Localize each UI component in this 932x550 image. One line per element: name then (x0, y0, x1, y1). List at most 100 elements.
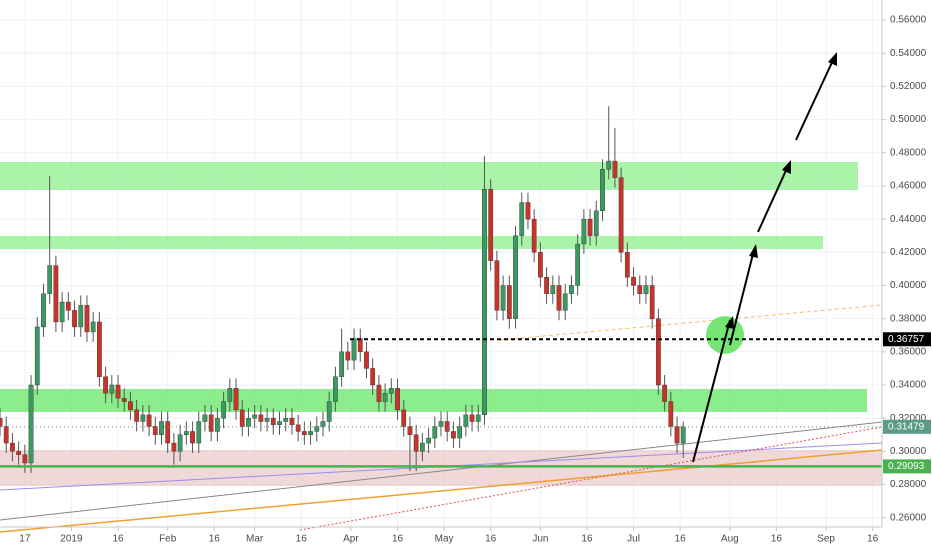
candle-body (258, 414, 264, 422)
candle-body (227, 388, 233, 402)
x-tick-label: 16 (771, 534, 783, 545)
candle-body (128, 401, 133, 411)
price-label-box (883, 459, 931, 474)
trend-line (0, 421, 883, 521)
candle-body (270, 417, 276, 426)
x-tick-label: 16 (867, 534, 879, 545)
candle-body (97, 321, 102, 377)
drawings (0, 52, 883, 533)
x-tick-label: 16 (209, 534, 221, 545)
x-tick-label: 16 (112, 534, 124, 545)
x-tick-label: 2019 (60, 534, 83, 545)
candle-body (482, 189, 487, 416)
price-label: 0.36757 (888, 334, 925, 345)
resistance-zone (0, 162, 858, 190)
candle-body (581, 218, 587, 245)
candle-body (41, 293, 46, 328)
candle-body (10, 442, 15, 452)
candle-body (569, 285, 574, 294)
trend-line (499, 304, 883, 341)
x-tick-label: 16 (485, 534, 497, 545)
candle-body (451, 431, 456, 439)
candle-body (277, 421, 282, 426)
candle-body (134, 409, 140, 422)
y-tick-label: 0.38000 (890, 313, 927, 324)
x-tick-label: 16 (296, 534, 308, 545)
price-label-box (883, 332, 931, 347)
candle-body (643, 285, 649, 294)
candle-body (513, 235, 518, 319)
candle-body (668, 401, 674, 427)
candle-body (215, 417, 220, 432)
candle-body (438, 421, 444, 427)
candle-body (121, 398, 127, 402)
price-label: 0.29093 (888, 461, 925, 472)
candle-body (680, 426, 686, 444)
candle-body (65, 301, 71, 311)
candle-body (419, 442, 425, 452)
axes: 0.26000 0.28000 0.30000 0.32000 0.34000 0.360… (19, 15, 931, 545)
y-tick-label: 0.50000 (890, 114, 927, 125)
candle-body (190, 431, 195, 444)
candle-body (649, 285, 655, 319)
candle-body (500, 285, 506, 311)
candle-body (333, 376, 338, 402)
highlight-circle (706, 316, 744, 354)
candle-body (463, 414, 469, 427)
candle-body (283, 417, 289, 422)
candle-body (103, 376, 108, 394)
candle-body (469, 414, 475, 422)
candle-body (208, 414, 214, 432)
candle-body (382, 393, 388, 402)
candle-body (357, 338, 363, 353)
x-tick-label: Jul (627, 534, 640, 545)
candle-body (351, 338, 357, 361)
candle-body (426, 437, 431, 444)
x-tick-label: Aug (721, 534, 739, 545)
x-tick-label: May (435, 534, 454, 545)
x-tick-label: Jun (532, 534, 548, 545)
candle-body (159, 421, 164, 435)
candle-body (519, 202, 525, 236)
candle-body (407, 426, 413, 435)
candle-body (457, 426, 463, 439)
candle-body (475, 414, 481, 422)
candle-body (221, 401, 226, 419)
y-tick-label: 0.32000 (890, 413, 927, 424)
candle-body (413, 434, 419, 452)
candle-body (494, 260, 500, 311)
y-tick-label: 0.52000 (890, 81, 927, 92)
candle-body (165, 421, 171, 444)
candle-body (47, 265, 53, 294)
candle-body (3, 426, 9, 444)
candle-body (320, 421, 326, 427)
y-tick-label: 0.36000 (890, 346, 927, 357)
candle-body (183, 431, 189, 435)
y-tick-label: 0.54000 (890, 48, 927, 59)
y-tick-label: 0.26000 (890, 512, 927, 523)
candle-body (550, 285, 556, 294)
candle-body (264, 417, 270, 422)
candle-body (295, 424, 301, 432)
candle-body (538, 252, 543, 278)
candle-body (202, 414, 208, 422)
candle-body (246, 417, 251, 427)
candle-body (506, 285, 512, 319)
candle-body (593, 210, 599, 236)
candle-body (326, 401, 332, 422)
candle-body (525, 202, 531, 220)
demand-zone (0, 450, 882, 486)
price-label: 0.31479 (888, 421, 925, 432)
candle-body (301, 431, 307, 435)
candle-body (544, 276, 549, 294)
candle-body (308, 431, 313, 435)
candle-body (345, 351, 351, 361)
candle-body (152, 426, 158, 435)
forecast-arrows (692, 52, 837, 463)
candle-body (618, 177, 624, 253)
candle-body (90, 321, 96, 333)
trend-line (0, 449, 883, 533)
x-tick-label: Feb (159, 534, 177, 545)
candle-body (656, 318, 661, 386)
candle-body (662, 384, 667, 402)
